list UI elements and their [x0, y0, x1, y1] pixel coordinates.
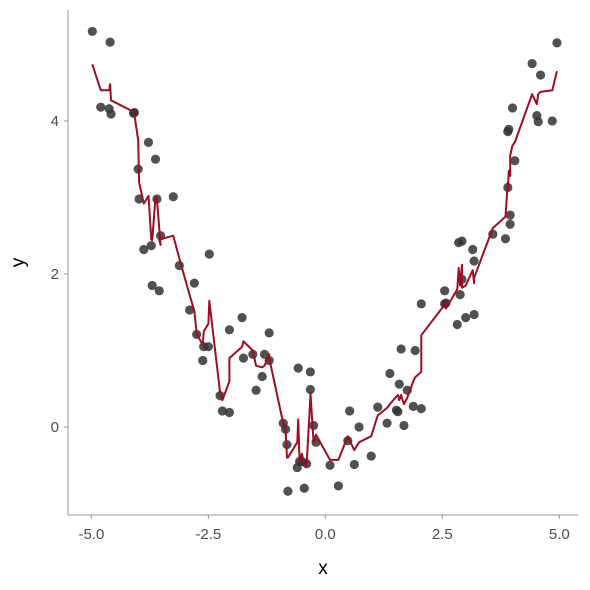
data-point [505, 219, 515, 229]
data-point [238, 353, 249, 363]
y-tick-label: 0 [51, 419, 59, 436]
data-point [150, 154, 161, 164]
data-point [552, 38, 562, 48]
data-point [333, 481, 344, 491]
data-point [309, 420, 319, 431]
data-point [469, 256, 479, 266]
data-point [224, 325, 235, 335]
data-point [533, 117, 543, 127]
data-point [143, 137, 154, 147]
data-point [399, 420, 409, 431]
data-point [87, 26, 97, 37]
data-point [299, 483, 309, 493]
x-tick-label: 0.0 [315, 526, 336, 543]
data-point [147, 280, 157, 291]
x-tick-label: -2.5 [195, 526, 221, 543]
data-point [349, 459, 359, 470]
data-point [185, 305, 195, 315]
data-point [257, 371, 267, 382]
data-point [457, 236, 467, 246]
data-point [527, 58, 537, 69]
x-tick-label: -5.0 [78, 526, 104, 543]
data-point [105, 37, 115, 47]
data-point [396, 344, 406, 354]
line-series [91, 63, 558, 467]
data-point [416, 404, 426, 414]
data-point [154, 286, 164, 296]
data-point [500, 234, 511, 244]
data-point [547, 116, 557, 126]
data-point [237, 312, 247, 323]
data-point [394, 379, 404, 389]
data-point [416, 299, 426, 309]
x-tick-label: 5.0 [549, 526, 570, 543]
data-point [106, 109, 116, 119]
data-point [507, 103, 518, 113]
data-point [393, 407, 403, 417]
data-point [468, 244, 478, 255]
data-point [325, 460, 335, 470]
x-tick-label: 2.5 [432, 526, 453, 543]
y-tick-label: 4 [51, 113, 59, 130]
data-point [366, 451, 376, 461]
x-axis-title: x [318, 558, 328, 579]
data-point [410, 345, 420, 356]
data-point [168, 192, 178, 202]
fitted-line [91, 63, 558, 467]
data-point [373, 402, 383, 412]
data-point [146, 241, 156, 251]
data-point [198, 355, 208, 366]
data-point [469, 309, 479, 320]
x-axis-ticks: -5.0 -2.5 0.0 2.5 5.0 [78, 515, 570, 543]
data-point [139, 244, 149, 255]
data-point [293, 363, 303, 373]
data-point [345, 406, 355, 416]
data-point [535, 70, 546, 80]
y-tick-label: 2 [51, 266, 59, 283]
data-point [385, 368, 395, 379]
data-point [505, 210, 515, 220]
data-point [382, 418, 392, 428]
data-point [510, 156, 520, 166]
data-point [203, 342, 213, 352]
data-point [264, 328, 274, 338]
data-point [204, 249, 214, 259]
data-point [96, 102, 106, 112]
data-point [251, 385, 261, 395]
data-point [455, 290, 465, 300]
y-axis-title: y [8, 257, 29, 267]
data-point [452, 319, 462, 330]
data-point [189, 278, 199, 288]
data-point [224, 407, 235, 418]
data-point [504, 124, 514, 134]
data-point [305, 367, 315, 377]
data-point [440, 286, 450, 296]
data-point [283, 486, 293, 496]
data-point [408, 401, 418, 411]
data-point [354, 422, 364, 432]
data-point [217, 406, 228, 416]
data-point [305, 384, 315, 395]
y-axis-ticks: 0 2 4 [51, 113, 68, 436]
scatter-series [87, 26, 562, 496]
data-point [461, 312, 471, 323]
